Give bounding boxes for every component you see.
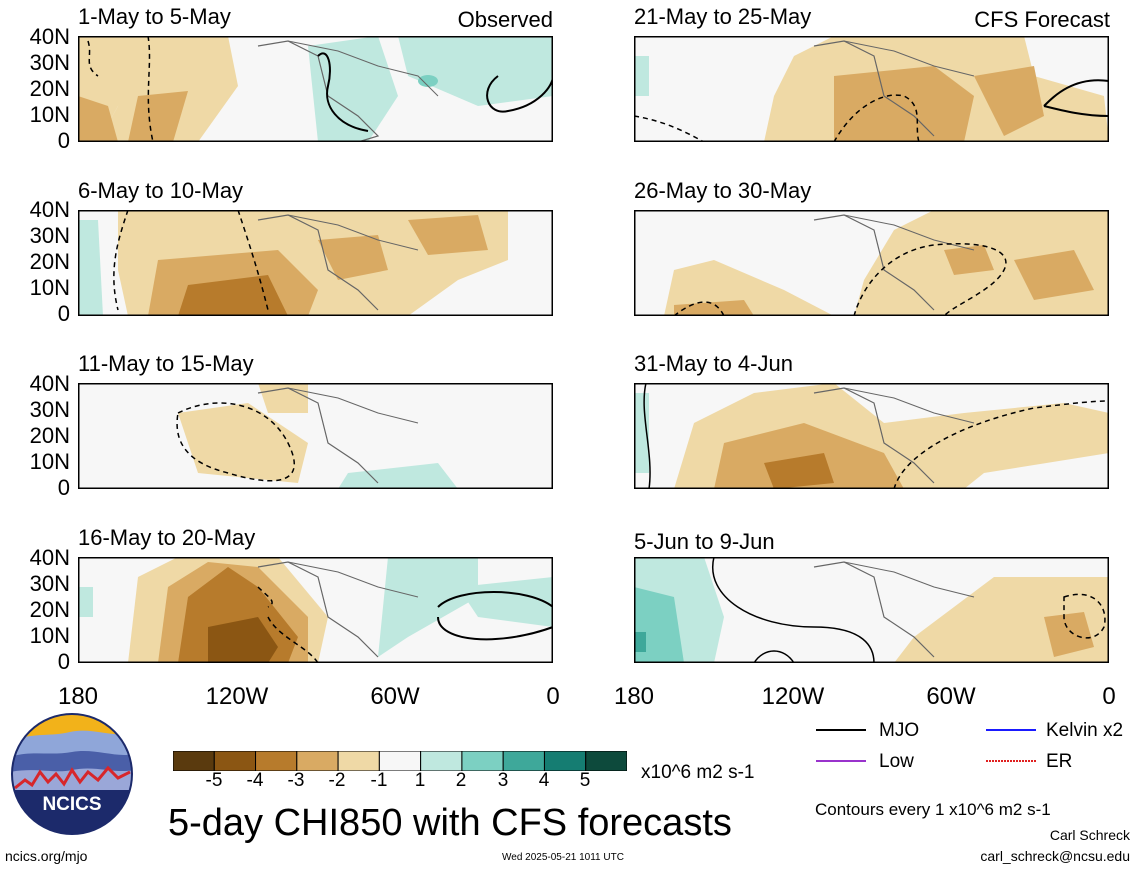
- colorbar-cell: [585, 751, 627, 771]
- lon-label: 120W: [205, 683, 269, 710]
- colorbar-tick-label: 5: [579, 770, 591, 791]
- lat-label: 30N: [29, 50, 70, 75]
- timestamp: Wed 2025-05-21 1011 UTC: [502, 852, 624, 863]
- panel-title: 11-May to 15-May: [78, 351, 254, 376]
- legend-label: ER: [1046, 751, 1073, 772]
- lat-label: 20N: [29, 76, 70, 101]
- colorbar-tick-label: 4: [538, 770, 550, 791]
- panel-title: 26-May to 30-May: [634, 178, 812, 203]
- lat-label: 20N: [29, 249, 70, 274]
- lat-label: 30N: [29, 397, 70, 422]
- lat-label: 0: [57, 301, 70, 326]
- colorbar-cell: [461, 751, 504, 771]
- website: ncics.org/mjo: [5, 848, 88, 864]
- lat-label: 20N: [29, 423, 70, 448]
- map-panel-6: [634, 210, 1109, 316]
- colorbar-cell: [420, 751, 463, 771]
- colorbar-tick-label: -5: [205, 770, 223, 791]
- lat-label: 0: [57, 475, 70, 500]
- lat-label: 40N: [29, 24, 70, 49]
- lon-label: 180: [613, 683, 655, 710]
- lon-label: 120W: [761, 683, 825, 710]
- panel-title: 31-May to 4-Jun: [634, 351, 793, 376]
- panel-title: 1-May to 5-May: [78, 4, 231, 29]
- map-panel-8: [634, 557, 1109, 663]
- logo-text: NCICS: [42, 794, 101, 815]
- lat-label: 40N: [29, 545, 70, 570]
- colorbar: [173, 751, 627, 771]
- lon-label: 60W: [370, 683, 420, 710]
- map-panel-5: [634, 36, 1109, 142]
- panel-tag: CFS Forecast: [974, 7, 1110, 32]
- colorbar-cell: [296, 751, 339, 771]
- colorbar-tick-label: 3: [497, 770, 509, 791]
- map-panel-4: [78, 557, 553, 663]
- panel-tag: Observed: [457, 7, 553, 32]
- lon-label: 0: [546, 683, 560, 710]
- lat-label: 10N: [29, 623, 70, 648]
- panel-title: 21-May to 25-May: [634, 4, 812, 29]
- panel-title: 5-Jun to 9-Jun: [634, 529, 775, 554]
- legend-label: Kelvin x2: [1046, 720, 1124, 741]
- colorbar-cell: [213, 751, 257, 771]
- main-title: 5-day CHI850 with CFS forecasts: [168, 802, 732, 844]
- lat-label: 30N: [29, 571, 70, 596]
- contour-legend: [816, 729, 1036, 762]
- colorbar-cell: [502, 751, 545, 771]
- lat-label: 30N: [29, 223, 70, 248]
- colorbar-units: x10^6 m2 s-1: [641, 762, 755, 783]
- lat-label: 10N: [29, 102, 70, 127]
- colorbar-cell: [173, 751, 215, 771]
- lon-label: 60W: [926, 683, 976, 710]
- colorbar-tick-label: 2: [455, 770, 467, 791]
- panel-title: 6-May to 10-May: [78, 178, 244, 203]
- map-panel-7: [634, 383, 1109, 489]
- colorbar-cell: [543, 751, 587, 771]
- colorbar-cell: [378, 751, 422, 771]
- email: carl_schreck@ncsu.edu: [980, 848, 1130, 864]
- colorbar-tick-label: -2: [328, 770, 346, 791]
- lat-label: 10N: [29, 275, 70, 300]
- lat-label: 20N: [29, 597, 70, 622]
- map-panel-2: [78, 210, 553, 316]
- colorbar-tick-label: -3: [287, 770, 305, 791]
- colorbar-tick-label: 1: [414, 770, 426, 791]
- panel-title: 16-May to 20-May: [78, 525, 256, 550]
- colorbar-cell: [255, 751, 298, 771]
- legend-label: MJO: [879, 720, 920, 741]
- map-panel-1: [78, 36, 553, 142]
- lat-label: 40N: [29, 197, 70, 222]
- map-panel-3: [78, 383, 553, 489]
- lat-label: 10N: [29, 449, 70, 474]
- author: Carl Schreck: [1049, 827, 1130, 843]
- lat-label: 0: [57, 649, 70, 674]
- colorbar-labels: -5 -4 -3 -2 -1 1 2 3 4 5: [173, 771, 627, 795]
- lat-label: 0: [57, 128, 70, 153]
- colorbar-tick-label: -4: [246, 770, 264, 791]
- lon-label: 0: [1102, 683, 1116, 710]
- legend-label: Low: [879, 751, 914, 772]
- colorbar-tick-label: -1: [370, 770, 388, 791]
- lat-label: 40N: [29, 371, 70, 396]
- ncics-logo: NCICS: [11, 713, 133, 835]
- contour-note: Contours every 1 x10^6 m2 s-1: [815, 800, 1051, 819]
- lon-label: 180: [57, 683, 99, 710]
- colorbar-cell: [337, 751, 380, 771]
